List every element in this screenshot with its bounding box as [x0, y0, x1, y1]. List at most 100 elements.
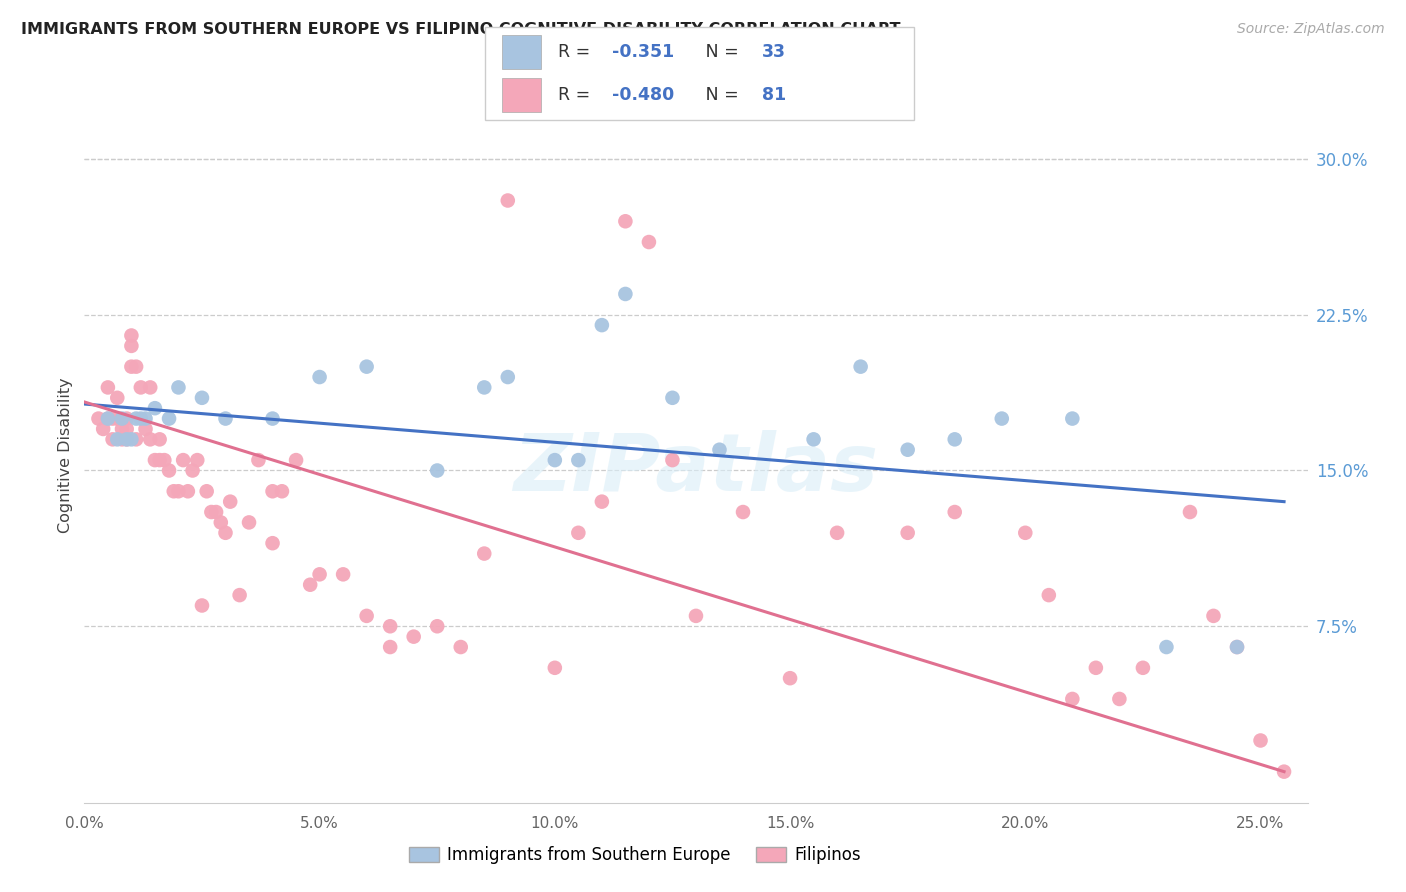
Point: [186, 453, 208, 467]
Point: [149, 453, 172, 467]
Point: [111, 411, 134, 425]
Point: [1108, 692, 1130, 706]
Point: [1038, 588, 1060, 602]
Point: [943, 505, 966, 519]
Point: [191, 391, 214, 405]
Point: [262, 484, 284, 499]
Point: [97, 411, 120, 425]
Point: [214, 525, 236, 540]
Point: [614, 287, 637, 301]
Point: [135, 411, 157, 425]
Point: [567, 525, 589, 540]
Point: [779, 671, 801, 685]
Point: [591, 494, 613, 508]
Point: [544, 453, 567, 467]
Point: [125, 433, 148, 447]
Point: [105, 391, 128, 405]
Point: [426, 463, 449, 477]
Point: [472, 547, 495, 561]
Point: [172, 453, 194, 467]
Point: [849, 359, 872, 374]
Point: [238, 516, 260, 530]
Point: [685, 608, 707, 623]
Text: -0.480: -0.480: [612, 87, 673, 104]
Point: [1014, 525, 1036, 540]
Point: [101, 411, 124, 425]
Text: R =: R =: [558, 87, 596, 104]
Point: [638, 235, 661, 249]
Point: [120, 328, 142, 343]
Point: [101, 433, 124, 447]
Point: [731, 505, 754, 519]
Point: [1062, 411, 1084, 425]
Point: [262, 536, 284, 550]
Point: [129, 380, 152, 394]
Text: IMMIGRANTS FROM SOUTHERN EUROPE VS FILIPINO COGNITIVE DISABILITY CORRELATION CHA: IMMIGRANTS FROM SOUTHERN EUROPE VS FILIP…: [21, 22, 901, 37]
Point: [614, 214, 637, 228]
Point: [115, 433, 138, 447]
Point: [661, 453, 683, 467]
Point: [308, 370, 330, 384]
Point: [308, 567, 330, 582]
Point: [214, 411, 236, 425]
Point: [129, 411, 152, 425]
Point: [97, 411, 120, 425]
Point: [219, 494, 242, 508]
Point: [115, 433, 138, 447]
Point: [157, 463, 180, 477]
Point: [1178, 505, 1201, 519]
Point: [897, 525, 920, 540]
Point: [139, 433, 162, 447]
Point: [1226, 640, 1249, 654]
Point: [120, 339, 142, 353]
Text: N =: N =: [689, 43, 744, 61]
Point: [450, 640, 472, 654]
Text: N =: N =: [689, 87, 744, 104]
Point: [1084, 661, 1107, 675]
Text: ZIPatlas: ZIPatlas: [513, 430, 879, 508]
Point: [1062, 692, 1084, 706]
Point: [402, 630, 425, 644]
Point: [897, 442, 920, 457]
Point: [380, 640, 402, 654]
Point: [271, 484, 294, 499]
Text: 81: 81: [762, 87, 786, 104]
Point: [149, 433, 172, 447]
Y-axis label: Cognitive Disability: Cognitive Disability: [58, 377, 73, 533]
Point: [115, 411, 138, 425]
Point: [262, 411, 284, 425]
Point: [943, 433, 966, 447]
Point: [1272, 764, 1295, 779]
Point: [299, 578, 322, 592]
Text: 33: 33: [762, 43, 786, 61]
Text: R =: R =: [558, 43, 596, 61]
Point: [1156, 640, 1178, 654]
Point: [125, 411, 148, 425]
Point: [135, 422, 157, 436]
Point: [247, 453, 270, 467]
Point: [87, 411, 110, 425]
Point: [332, 567, 354, 582]
Point: [111, 422, 134, 436]
Point: [143, 401, 166, 416]
Point: [991, 411, 1014, 425]
Point: [496, 194, 519, 208]
Point: [157, 411, 180, 425]
Point: [153, 453, 176, 467]
Point: [1250, 733, 1272, 747]
Point: [544, 661, 567, 675]
Point: [228, 588, 250, 602]
Point: [181, 463, 204, 477]
Point: [143, 453, 166, 467]
Point: [472, 380, 495, 394]
Point: [200, 505, 222, 519]
Point: [105, 433, 128, 447]
Point: [139, 380, 162, 394]
Point: [163, 484, 186, 499]
Point: [825, 525, 848, 540]
Point: [120, 433, 142, 447]
Point: [1202, 608, 1225, 623]
Point: [111, 433, 134, 447]
Legend: Immigrants from Southern Europe, Filipinos: Immigrants from Southern Europe, Filipin…: [402, 839, 868, 871]
Text: Source: ZipAtlas.com: Source: ZipAtlas.com: [1237, 22, 1385, 37]
